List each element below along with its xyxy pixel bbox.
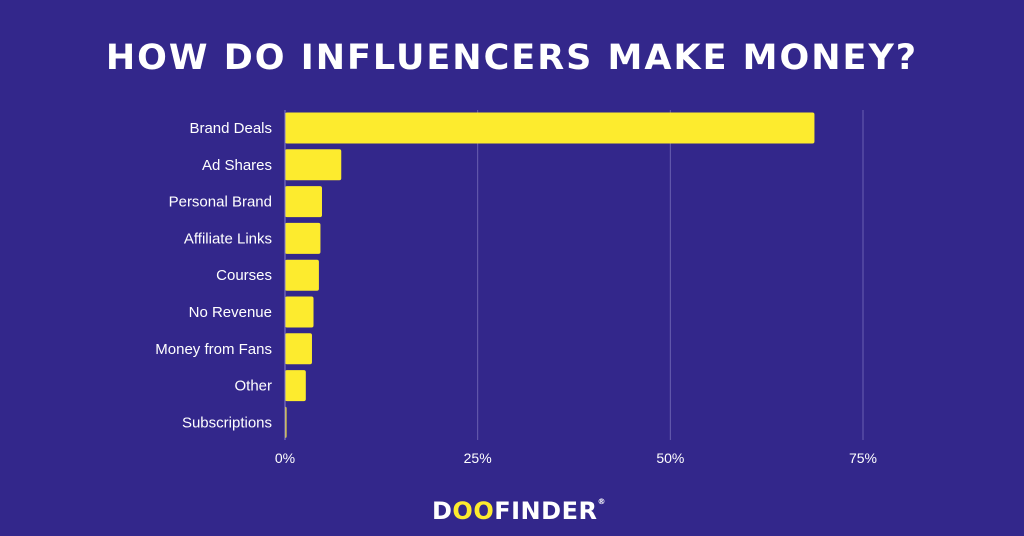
category-label: Subscriptions — [182, 414, 272, 431]
doofinder-logo: DOOFINDER® — [432, 497, 606, 525]
bar — [285, 186, 322, 218]
bar — [285, 296, 314, 328]
category-label: No Revenue — [189, 304, 272, 321]
bar — [285, 222, 321, 254]
bar — [285, 112, 815, 144]
category-label: Ad Shares — [202, 157, 272, 174]
x-tick-label: 75% — [849, 450, 877, 466]
x-tick-label: 25% — [464, 450, 492, 466]
bar — [285, 370, 306, 402]
category-label: Affiliate Links — [184, 230, 272, 247]
category-label: Brand Deals — [189, 120, 272, 137]
chart-title: HOW DO INFLUENCERS MAKE MONEY? — [105, 38, 919, 78]
category-label: Money from Fans — [155, 341, 272, 358]
x-tick-label: 0% — [275, 450, 295, 466]
category-label: Personal Brand — [169, 194, 272, 211]
bar — [285, 259, 319, 291]
category-label: Courses — [216, 267, 272, 284]
bar — [285, 333, 312, 365]
x-tick-label: 50% — [656, 450, 684, 466]
bar — [285, 149, 342, 181]
category-label: Other — [234, 378, 272, 395]
